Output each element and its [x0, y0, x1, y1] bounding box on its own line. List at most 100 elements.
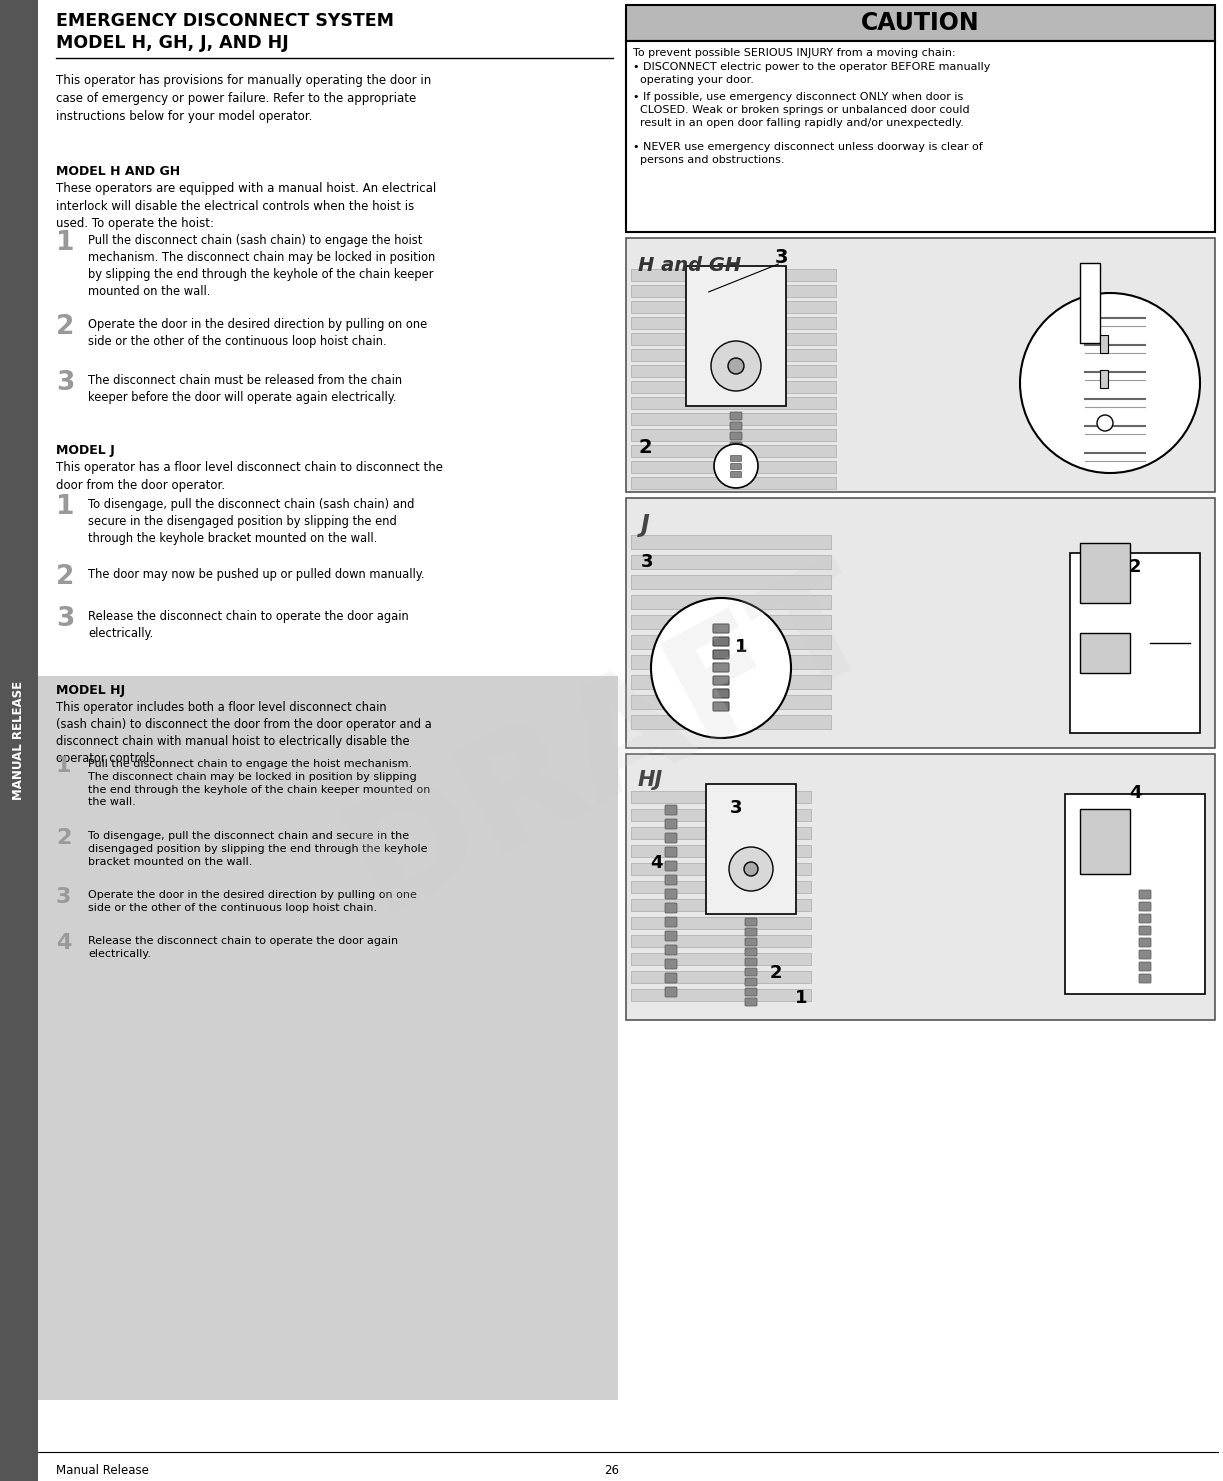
Bar	[631, 381, 837, 392]
Circle shape	[728, 358, 744, 375]
Text: J: J	[641, 512, 649, 538]
FancyBboxPatch shape	[665, 945, 678, 955]
Bar	[631, 935, 811, 946]
FancyBboxPatch shape	[665, 960, 678, 969]
FancyBboxPatch shape	[1139, 963, 1151, 972]
Bar	[631, 809, 811, 820]
FancyBboxPatch shape	[730, 412, 742, 421]
FancyBboxPatch shape	[745, 937, 757, 946]
FancyBboxPatch shape	[730, 452, 742, 461]
Text: • NEVER use emergency disconnect unless doorway is clear of
  persons and obstru: • NEVER use emergency disconnect unless …	[634, 142, 983, 164]
Text: Release the disconnect chain to operate the door again
electrically.: Release the disconnect chain to operate …	[88, 936, 399, 958]
Bar	[626, 41, 1214, 233]
FancyBboxPatch shape	[665, 932, 678, 940]
Bar	[626, 754, 1214, 1020]
Text: This operator includes both a floor level disconnect chain
(sash chain) to disco: This operator includes both a floor leve…	[56, 701, 432, 766]
Bar	[631, 595, 830, 609]
Bar	[631, 284, 837, 298]
FancyBboxPatch shape	[713, 702, 729, 711]
Text: 4: 4	[1129, 783, 1141, 803]
FancyBboxPatch shape	[745, 998, 757, 1006]
FancyBboxPatch shape	[730, 471, 741, 477]
Circle shape	[711, 341, 761, 391]
Bar	[1080, 632, 1130, 672]
Bar	[631, 715, 830, 729]
Text: Pull the disconnect chain to engage the hoist mechanism.
The disconnect chain ma: Pull the disconnect chain to engage the …	[88, 758, 430, 807]
Text: 2: 2	[56, 564, 75, 589]
FancyBboxPatch shape	[745, 958, 757, 966]
Text: This operator has provisions for manually operating the door in
case of emergenc: This operator has provisions for manuall…	[56, 74, 432, 123]
Text: 2: 2	[1129, 558, 1141, 576]
Text: 3: 3	[774, 247, 788, 267]
FancyBboxPatch shape	[713, 624, 729, 632]
Bar	[1099, 370, 1108, 388]
FancyBboxPatch shape	[713, 675, 729, 686]
FancyBboxPatch shape	[730, 432, 742, 440]
Text: MODEL H AND GH: MODEL H AND GH	[56, 164, 180, 178]
Bar	[631, 917, 811, 929]
Circle shape	[651, 598, 791, 738]
Text: To disengage, pull the disconnect chain and secure in the
disengaged position by: To disengage, pull the disconnect chain …	[88, 831, 428, 866]
Text: 3: 3	[56, 887, 71, 906]
Text: • If possible, use emergency disconnect ONLY when door is
  CLOSED. Weak or brok: • If possible, use emergency disconnect …	[634, 92, 970, 127]
Bar	[631, 461, 837, 472]
Text: 4: 4	[56, 933, 71, 952]
Circle shape	[744, 862, 758, 875]
Text: 3: 3	[730, 800, 742, 818]
Bar	[631, 899, 811, 911]
Bar	[1099, 335, 1108, 352]
Bar	[631, 444, 837, 458]
FancyBboxPatch shape	[713, 637, 729, 646]
Text: This operator has a floor level disconnect chain to disconnect the
door from the: This operator has a floor level disconne…	[56, 461, 443, 492]
Bar	[631, 364, 837, 378]
FancyBboxPatch shape	[665, 806, 678, 815]
Text: Release the disconnect chain to operate the door again
electrically.: Release the disconnect chain to operate …	[88, 610, 408, 640]
Bar	[631, 695, 830, 709]
Bar	[706, 783, 796, 914]
FancyBboxPatch shape	[730, 422, 742, 429]
Bar	[631, 952, 811, 966]
Text: CAUTION: CAUTION	[861, 10, 980, 36]
Text: 3: 3	[56, 370, 75, 395]
Bar	[631, 301, 837, 312]
Text: The disconnect chain must be released from the chain
keeper before the door will: The disconnect chain must be released fr…	[88, 375, 402, 404]
Bar	[631, 477, 837, 489]
FancyBboxPatch shape	[1139, 949, 1151, 960]
Circle shape	[714, 444, 758, 489]
FancyBboxPatch shape	[665, 889, 678, 899]
Text: Manual Release: Manual Release	[56, 1465, 149, 1477]
Text: Pull the disconnect chain (sash chain) to engage the hoist
mechanism. The discon: Pull the disconnect chain (sash chain) t…	[88, 234, 435, 298]
Text: 4: 4	[649, 855, 662, 872]
Text: HJ: HJ	[638, 770, 663, 789]
Bar	[1080, 264, 1099, 344]
FancyBboxPatch shape	[713, 689, 729, 698]
Text: To prevent possible SERIOUS INJURY from a moving chain:: To prevent possible SERIOUS INJURY from …	[634, 47, 955, 58]
Bar	[626, 498, 1214, 748]
Text: Operate the door in the desired direction by pulling on one
side or the other of: Operate the door in the desired directio…	[88, 318, 427, 348]
FancyBboxPatch shape	[665, 875, 678, 886]
Text: The door may now be pushed up or pulled down manually.: The door may now be pushed up or pulled …	[88, 569, 424, 581]
FancyBboxPatch shape	[713, 663, 729, 672]
FancyBboxPatch shape	[665, 819, 678, 829]
FancyBboxPatch shape	[730, 456, 741, 462]
Bar	[631, 270, 837, 281]
Circle shape	[729, 847, 773, 892]
Text: Operate the door in the desired direction by pulling on one
side or the other of: Operate the door in the desired directio…	[88, 890, 417, 912]
FancyBboxPatch shape	[1139, 926, 1151, 935]
Text: MODEL HJ: MODEL HJ	[56, 684, 125, 698]
Bar	[631, 675, 830, 689]
FancyBboxPatch shape	[665, 860, 678, 871]
Text: • DISCONNECT electric power to the operator BEFORE manually
  operating your doo: • DISCONNECT electric power to the opera…	[634, 62, 991, 84]
FancyBboxPatch shape	[665, 903, 678, 912]
Bar	[631, 863, 811, 875]
FancyBboxPatch shape	[665, 832, 678, 843]
FancyBboxPatch shape	[665, 917, 678, 927]
FancyBboxPatch shape	[665, 847, 678, 857]
Text: 2: 2	[638, 438, 652, 458]
Text: 1: 1	[795, 989, 807, 1007]
FancyBboxPatch shape	[745, 988, 757, 997]
FancyBboxPatch shape	[1139, 974, 1151, 983]
Bar	[626, 4, 1214, 41]
Text: MODEL J: MODEL J	[56, 444, 115, 458]
FancyBboxPatch shape	[665, 986, 678, 997]
